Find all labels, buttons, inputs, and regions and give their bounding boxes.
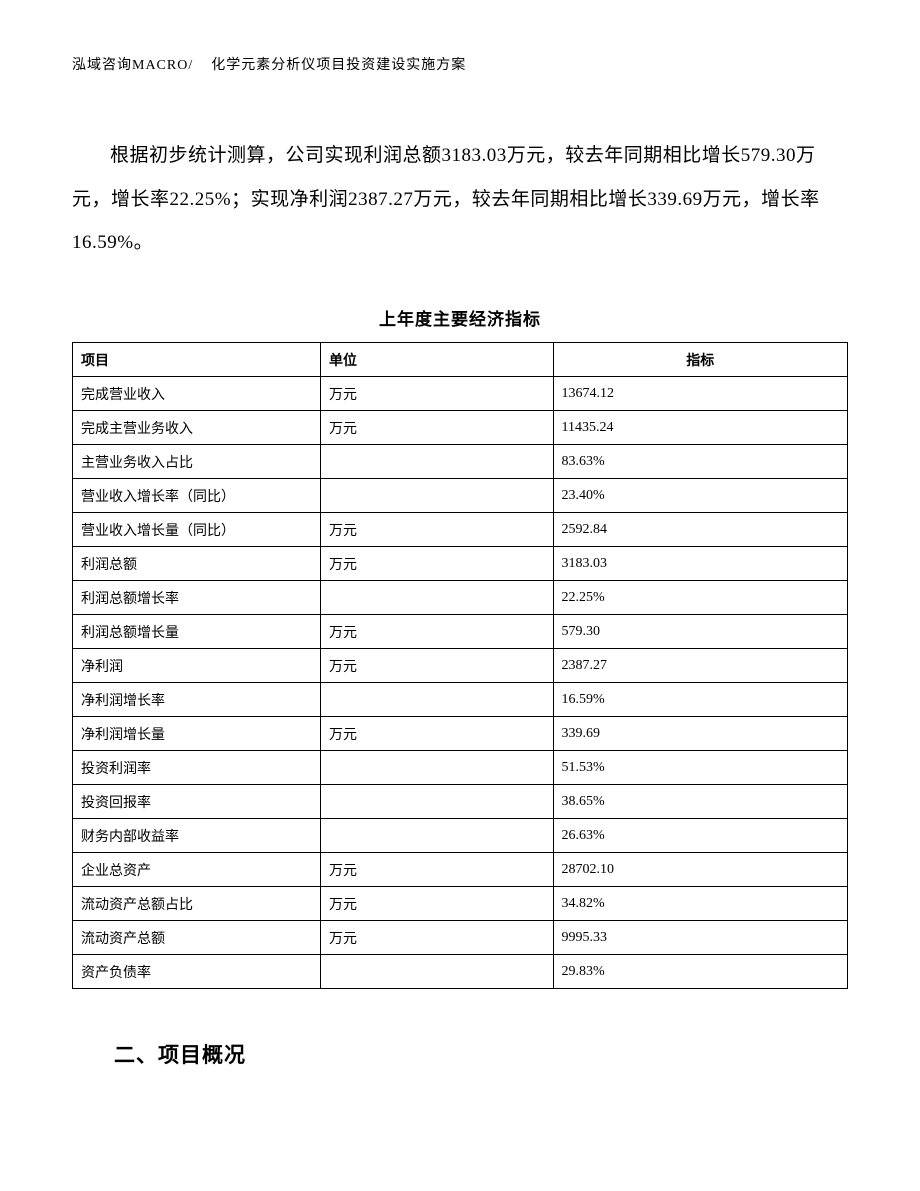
cell-unit — [321, 445, 554, 479]
cell-item: 完成主营业务收入 — [73, 411, 321, 445]
header-doc-title: 化学元素分析仪项目投资建设实施方案 — [211, 58, 466, 73]
cell-unit — [321, 683, 554, 717]
cell-item: 企业总资产 — [73, 853, 321, 887]
cell-item: 主营业务收入占比 — [73, 445, 321, 479]
cell-unit: 万元 — [321, 513, 554, 547]
cell-unit — [321, 751, 554, 785]
cell-unit: 万元 — [321, 921, 554, 955]
table-row: 完成营业收入万元13674.12 — [73, 377, 848, 411]
cell-item: 净利润增长率 — [73, 683, 321, 717]
cell-item: 财务内部收益率 — [73, 819, 321, 853]
cell-value: 9995.33 — [553, 921, 848, 955]
table-row: 企业总资产万元28702.10 — [73, 853, 848, 887]
table-row: 投资利润率 51.53% — [73, 751, 848, 785]
section-heading: 二、项目概况 — [72, 1039, 848, 1069]
cell-item: 完成营业收入 — [73, 377, 321, 411]
cell-item: 营业收入增长量（同比） — [73, 513, 321, 547]
cell-item: 投资利润率 — [73, 751, 321, 785]
col-header-value: 指标 — [553, 343, 848, 377]
cell-unit: 万元 — [321, 547, 554, 581]
body-paragraph: 根据初步统计测算，公司实现利润总额3183.03万元，较去年同期相比增长579.… — [72, 134, 848, 265]
table-row: 财务内部收益率 26.63% — [73, 819, 848, 853]
table-row: 利润总额增长量万元579.30 — [73, 615, 848, 649]
table-row: 流动资产总额占比万元34.82% — [73, 887, 848, 921]
cell-unit: 万元 — [321, 411, 554, 445]
cell-value: 3183.03 — [553, 547, 848, 581]
cell-item: 利润总额增长量 — [73, 615, 321, 649]
cell-item: 净利润 — [73, 649, 321, 683]
table-row: 主营业务收入占比 83.63% — [73, 445, 848, 479]
cell-value: 22.25% — [553, 581, 848, 615]
table-row: 营业收入增长率（同比） 23.40% — [73, 479, 848, 513]
cell-unit — [321, 785, 554, 819]
cell-unit: 万元 — [321, 377, 554, 411]
cell-value: 13674.12 — [553, 377, 848, 411]
cell-unit — [321, 479, 554, 513]
table-row: 营业收入增长量（同比）万元2592.84 — [73, 513, 848, 547]
cell-value: 11435.24 — [553, 411, 848, 445]
cell-value: 51.53% — [553, 751, 848, 785]
table-row: 完成主营业务收入万元11435.24 — [73, 411, 848, 445]
cell-value: 2387.27 — [553, 649, 848, 683]
cell-item: 净利润增长量 — [73, 717, 321, 751]
cell-unit: 万元 — [321, 717, 554, 751]
cell-value: 28702.10 — [553, 853, 848, 887]
cell-unit — [321, 955, 554, 989]
cell-value: 34.82% — [553, 887, 848, 921]
economic-indicators-table: 项目 单位 指标 完成营业收入万元13674.12完成主营业务收入万元11435… — [72, 342, 848, 989]
cell-unit: 万元 — [321, 887, 554, 921]
table-row: 利润总额万元3183.03 — [73, 547, 848, 581]
cell-value: 339.69 — [553, 717, 848, 751]
table-title: 上年度主要经济指标 — [72, 305, 848, 330]
cell-value: 2592.84 — [553, 513, 848, 547]
table-row: 利润总额增长率 22.25% — [73, 581, 848, 615]
cell-value: 579.30 — [553, 615, 848, 649]
table-header-row: 项目 单位 指标 — [73, 343, 848, 377]
cell-unit: 万元 — [321, 649, 554, 683]
cell-value: 26.63% — [553, 819, 848, 853]
page-header: 泓域咨询MACRO/ 化学元素分析仪项目投资建设实施方案 — [72, 54, 848, 74]
col-header-item: 项目 — [73, 343, 321, 377]
cell-item: 利润总额增长率 — [73, 581, 321, 615]
table-row: 净利润万元2387.27 — [73, 649, 848, 683]
cell-value: 29.83% — [553, 955, 848, 989]
cell-value: 16.59% — [553, 683, 848, 717]
cell-item: 利润总额 — [73, 547, 321, 581]
cell-item: 营业收入增长率（同比） — [73, 479, 321, 513]
cell-item: 资产负债率 — [73, 955, 321, 989]
cell-unit: 万元 — [321, 853, 554, 887]
table-row: 流动资产总额万元9995.33 — [73, 921, 848, 955]
cell-unit: 万元 — [321, 615, 554, 649]
cell-item: 投资回报率 — [73, 785, 321, 819]
cell-value: 83.63% — [553, 445, 848, 479]
cell-unit — [321, 819, 554, 853]
cell-unit — [321, 581, 554, 615]
header-company: 泓域咨询MACRO/ — [72, 58, 193, 73]
cell-value: 23.40% — [553, 479, 848, 513]
table-row: 资产负债率 29.83% — [73, 955, 848, 989]
cell-value: 38.65% — [553, 785, 848, 819]
table-row: 净利润增长率 16.59% — [73, 683, 848, 717]
table-row: 净利润增长量万元339.69 — [73, 717, 848, 751]
cell-item: 流动资产总额占比 — [73, 887, 321, 921]
cell-item: 流动资产总额 — [73, 921, 321, 955]
table-row: 投资回报率 38.65% — [73, 785, 848, 819]
col-header-unit: 单位 — [321, 343, 554, 377]
